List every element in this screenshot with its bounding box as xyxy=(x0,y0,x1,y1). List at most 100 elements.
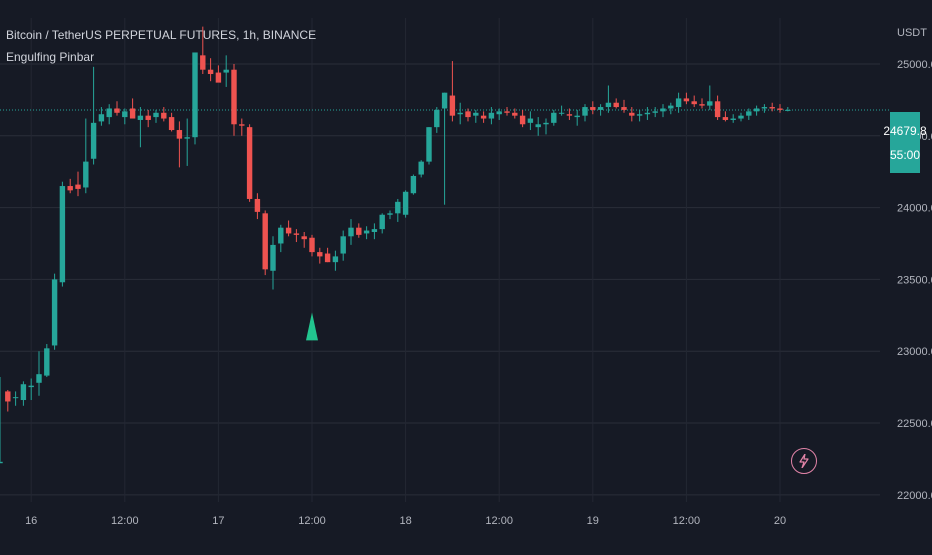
lightning-icon[interactable] xyxy=(791,448,817,474)
candle xyxy=(5,389,11,412)
candle xyxy=(161,107,167,122)
candle xyxy=(215,65,222,83)
candle xyxy=(309,234,315,257)
candle-body xyxy=(652,111,658,113)
candle xyxy=(106,104,112,125)
candle xyxy=(402,190,409,218)
candle xyxy=(449,61,456,122)
candle xyxy=(379,213,385,234)
candle xyxy=(28,378,34,401)
candle xyxy=(231,63,237,136)
candle-body xyxy=(738,115,744,119)
candle xyxy=(566,108,573,120)
candle-body xyxy=(597,107,604,110)
candle-body xyxy=(145,115,151,120)
candle-body xyxy=(129,108,136,119)
candle xyxy=(137,107,144,148)
candle xyxy=(590,101,596,115)
candle xyxy=(324,247,331,263)
candle xyxy=(746,108,752,120)
candle xyxy=(129,98,136,119)
last-price-badge: 24679.8 55:00 xyxy=(883,112,927,173)
candle xyxy=(293,229,300,243)
y-tick-label: 23000.0 xyxy=(897,346,932,358)
candle xyxy=(621,99,627,113)
candle xyxy=(551,109,557,126)
candle-body xyxy=(441,92,448,109)
y-tick-label: 23500.0 xyxy=(897,274,932,286)
candle xyxy=(184,118,190,166)
y-tick-label: 22500.0 xyxy=(897,418,932,430)
candle-body xyxy=(629,112,635,116)
candle-body xyxy=(753,108,760,112)
candle-body xyxy=(519,115,526,125)
candle xyxy=(12,391,19,406)
candle-body xyxy=(426,127,432,162)
candle-body xyxy=(457,112,463,115)
x-tick-label: 17 xyxy=(212,515,224,527)
candle-body xyxy=(184,137,190,139)
candle-body xyxy=(605,102,612,108)
candle xyxy=(465,108,471,122)
candle xyxy=(317,247,323,264)
candle xyxy=(254,193,261,220)
candle xyxy=(348,219,354,245)
candle-body xyxy=(512,112,518,116)
candle xyxy=(543,118,549,135)
candle-body xyxy=(668,105,674,109)
candle-body xyxy=(418,161,424,175)
candle xyxy=(582,104,588,122)
candle-body xyxy=(67,186,73,191)
candle xyxy=(59,181,66,287)
candle xyxy=(512,108,518,119)
candle xyxy=(652,107,658,118)
candle xyxy=(753,105,760,116)
candle xyxy=(395,198,401,222)
candle-body xyxy=(332,256,339,263)
candle-body xyxy=(309,237,315,253)
candle-body xyxy=(114,108,120,113)
candle-body xyxy=(161,112,167,119)
candle-body xyxy=(285,227,292,234)
candle-body xyxy=(223,69,229,73)
candle-body xyxy=(746,111,752,116)
candle xyxy=(535,117,541,136)
candle xyxy=(418,160,424,178)
candle xyxy=(223,55,229,87)
candle xyxy=(83,118,89,194)
candle xyxy=(722,111,729,122)
candle-body xyxy=(98,114,105,122)
candle-body xyxy=(192,52,198,138)
candle-body xyxy=(176,130,183,139)
candle-body xyxy=(465,111,471,118)
candle xyxy=(777,104,783,113)
y-tick-label: 25000.0 xyxy=(897,59,932,71)
candle xyxy=(67,178,73,194)
chart-legend: Bitcoin / TetherUS PERPETUAL FUTURES, 1h… xyxy=(6,28,316,64)
candle xyxy=(176,121,183,168)
candle-body xyxy=(348,227,354,237)
symbol-title[interactable]: Bitcoin / TetherUS PERPETUAL FUTURES, 1h… xyxy=(6,28,317,42)
candle-body xyxy=(613,102,619,108)
candle xyxy=(192,52,198,145)
candle xyxy=(122,108,128,125)
candle-body xyxy=(51,279,58,346)
candle xyxy=(644,107,651,120)
candle xyxy=(675,92,682,113)
candle xyxy=(44,344,50,378)
candle-body xyxy=(675,98,682,108)
candle-body xyxy=(434,109,440,128)
candle-body xyxy=(761,107,768,109)
candle xyxy=(629,107,635,122)
candle xyxy=(574,109,580,126)
candle xyxy=(332,250,339,271)
candle-body xyxy=(785,109,791,111)
candle xyxy=(730,114,736,123)
candle-body xyxy=(527,118,534,123)
candle xyxy=(613,98,619,109)
indicator-name[interactable]: Engulfing Pinbar xyxy=(6,50,95,64)
candle xyxy=(519,109,526,128)
y-tick-label: 22000.0 xyxy=(897,490,932,502)
candle-body xyxy=(722,117,729,120)
candle-body xyxy=(387,213,393,215)
